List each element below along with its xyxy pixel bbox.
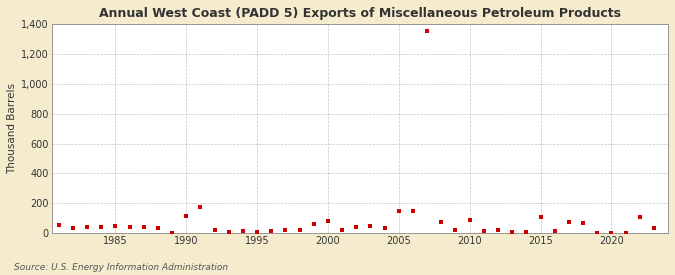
Point xyxy=(167,230,178,235)
Point xyxy=(153,226,163,230)
Point xyxy=(266,229,277,233)
Point xyxy=(436,220,447,224)
Point xyxy=(280,228,291,232)
Point xyxy=(606,230,617,235)
Point xyxy=(408,209,418,213)
Title: Annual West Coast (PADD 5) Exports of Miscellaneous Petroleum Products: Annual West Coast (PADD 5) Exports of Mi… xyxy=(99,7,621,20)
Point xyxy=(379,226,390,230)
Point xyxy=(252,230,263,234)
Point xyxy=(209,228,220,232)
Point xyxy=(294,228,305,232)
Point xyxy=(82,225,92,230)
Point xyxy=(351,224,362,229)
Point xyxy=(394,209,404,213)
Point xyxy=(578,221,589,225)
Point xyxy=(649,226,659,230)
Point xyxy=(223,230,234,234)
Point xyxy=(464,218,475,222)
Point xyxy=(238,229,248,233)
Point xyxy=(564,220,574,224)
Point xyxy=(535,214,546,219)
Point xyxy=(308,222,319,227)
Text: Source: U.S. Energy Information Administration: Source: U.S. Energy Information Administ… xyxy=(14,263,227,272)
Point xyxy=(68,226,78,230)
Point xyxy=(323,219,333,224)
Point xyxy=(507,230,518,234)
Point xyxy=(195,205,206,209)
Point xyxy=(549,229,560,233)
Point xyxy=(450,227,461,232)
Y-axis label: Thousand Barrels: Thousand Barrels xyxy=(7,83,17,174)
Point xyxy=(110,224,121,228)
Point xyxy=(620,230,631,235)
Point xyxy=(124,224,135,229)
Point xyxy=(96,224,107,229)
Point xyxy=(365,224,376,228)
Point xyxy=(181,214,192,218)
Point xyxy=(521,230,532,234)
Point xyxy=(53,223,64,227)
Point xyxy=(422,29,433,34)
Point xyxy=(479,229,489,233)
Point xyxy=(634,214,645,219)
Point xyxy=(138,225,149,230)
Point xyxy=(337,227,348,232)
Point xyxy=(493,228,504,232)
Point xyxy=(592,230,603,235)
